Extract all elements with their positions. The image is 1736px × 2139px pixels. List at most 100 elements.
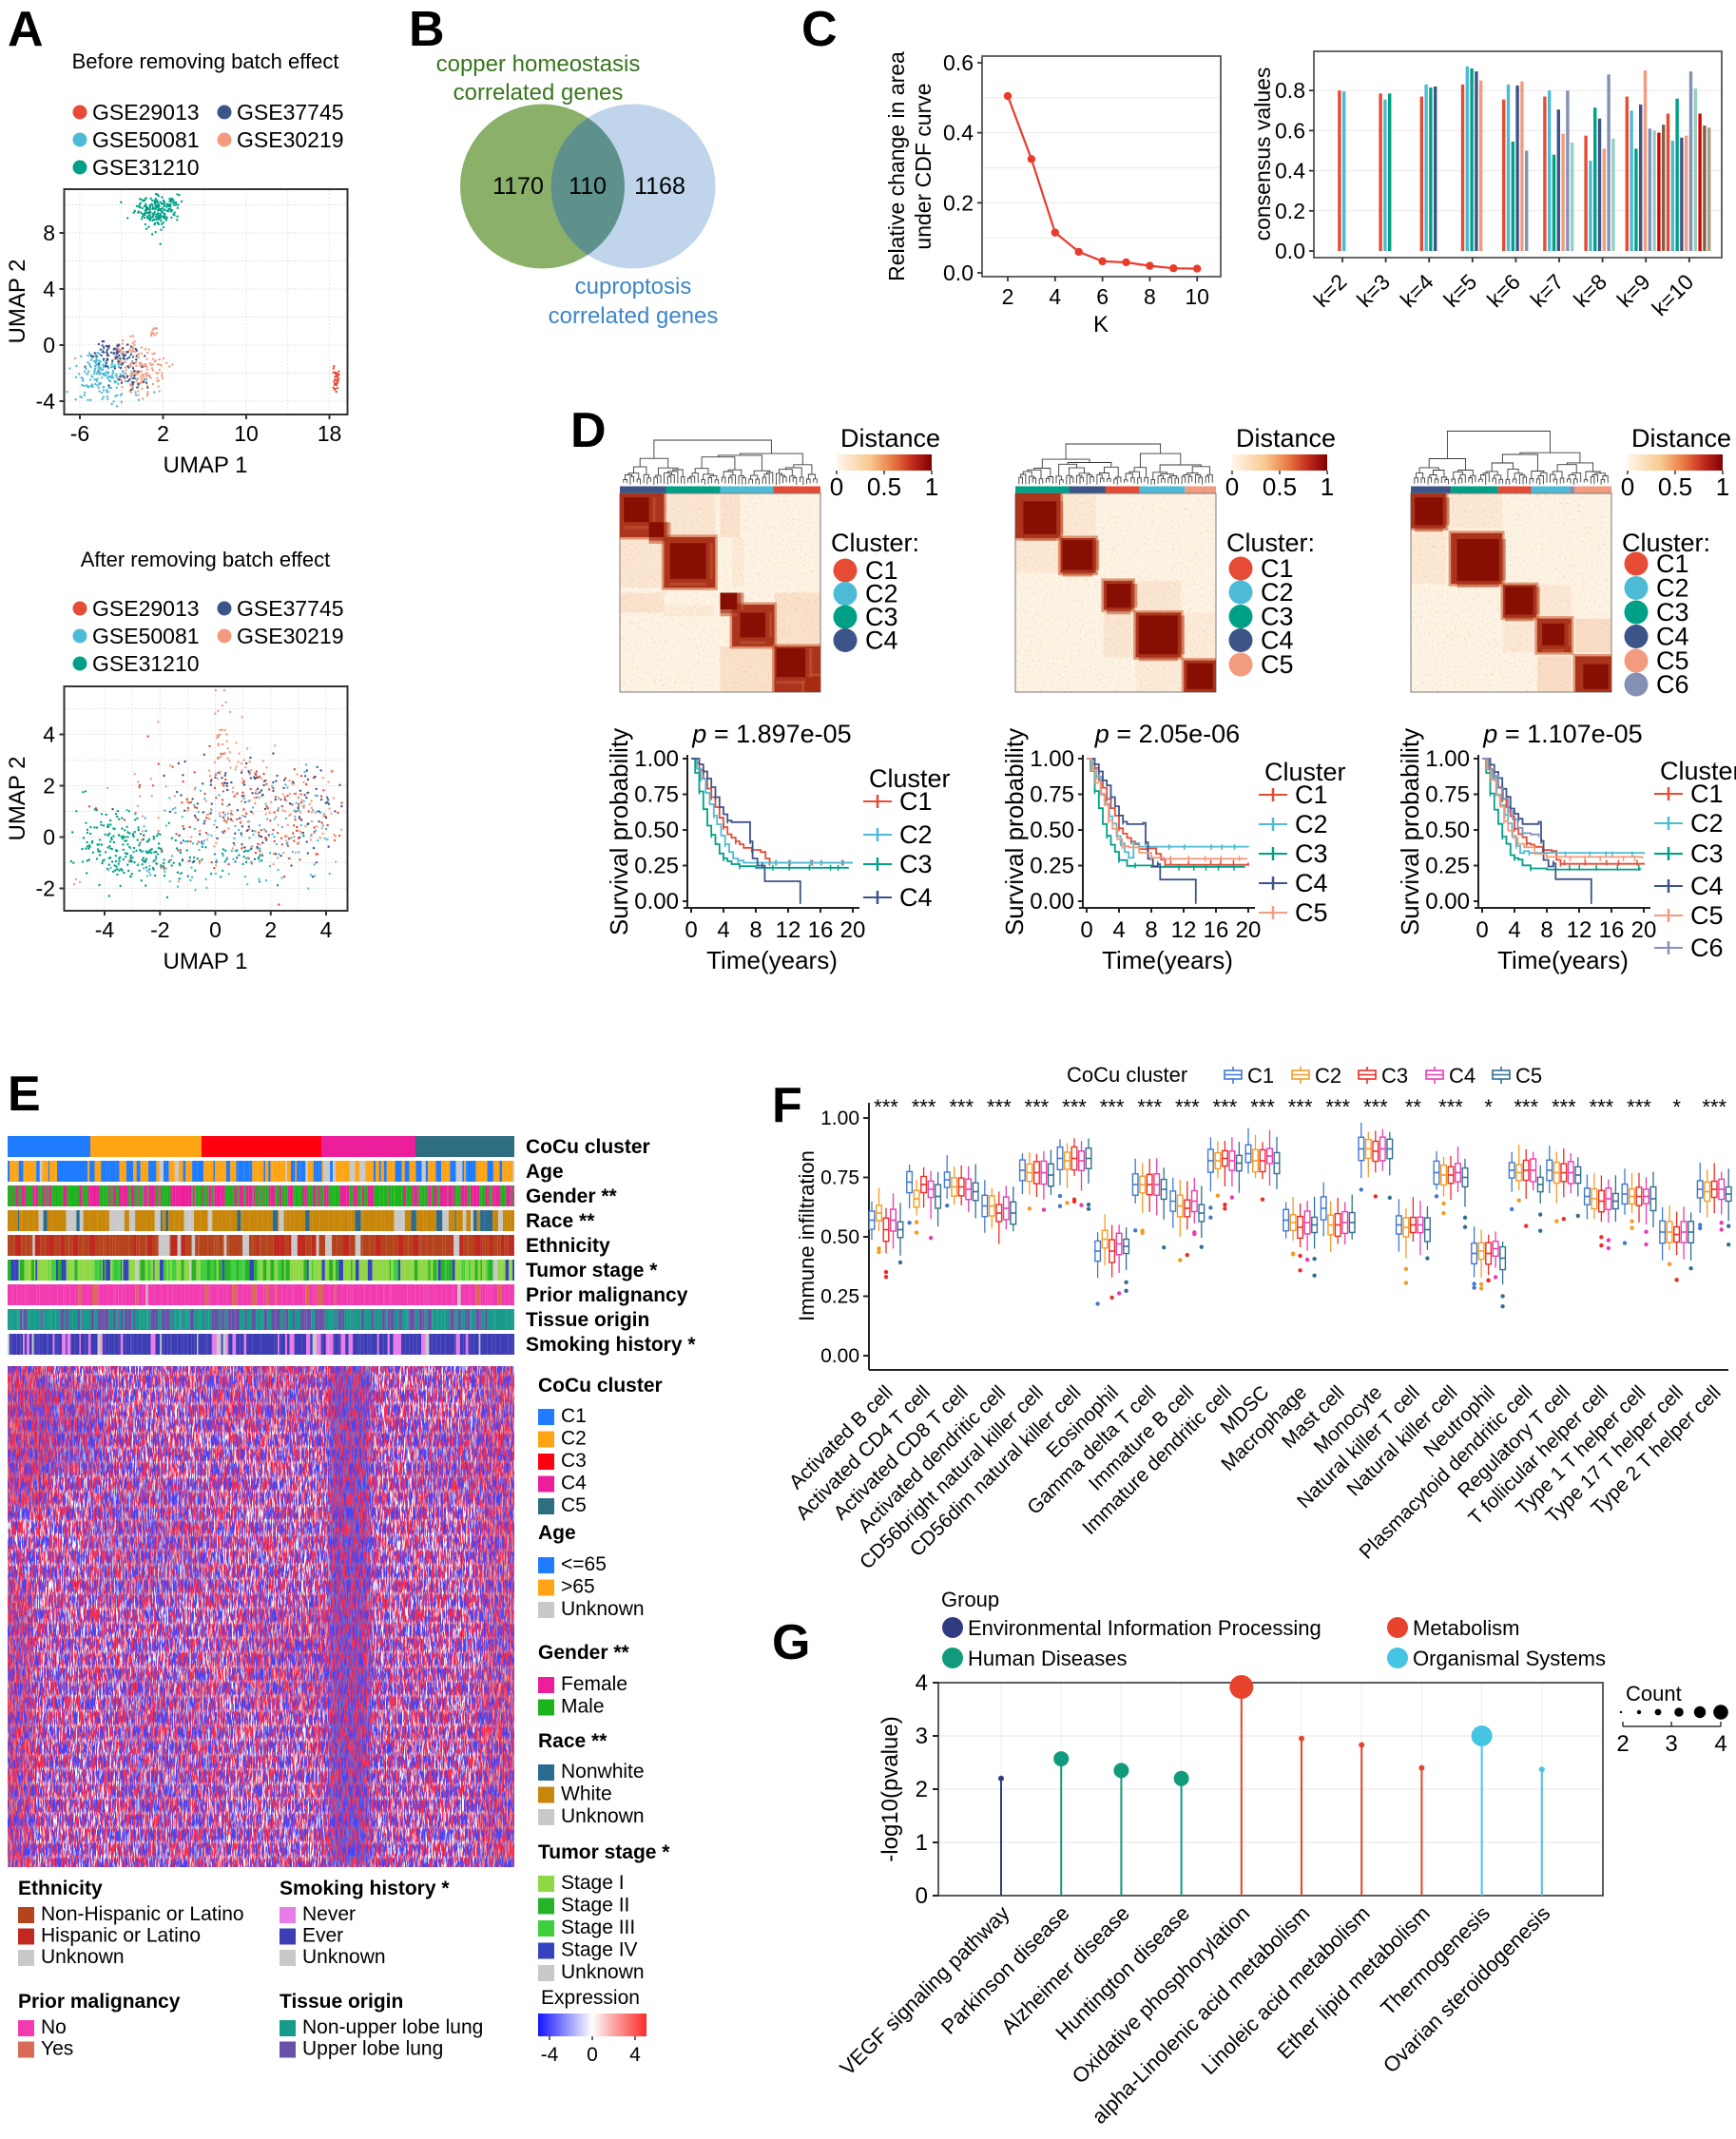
svg-text:***: *** — [874, 1095, 898, 1119]
svg-text:Smoking history *: Smoking history * — [280, 1878, 450, 1899]
svg-text:Distance: Distance — [1631, 424, 1731, 453]
svg-text:Tissue origin: Tissue origin — [280, 1991, 403, 2013]
svg-text:C1: C1 — [1656, 549, 1689, 578]
svg-text:2: 2 — [1616, 1731, 1629, 1757]
svg-text:GSE50081: GSE50081 — [92, 624, 200, 648]
svg-text:0.5: 0.5 — [1263, 472, 1297, 501]
svg-text:0.25: 0.25 — [820, 1286, 859, 1308]
svg-text:copper homeostasis: copper homeostasis — [436, 51, 641, 77]
svg-text:0: 0 — [43, 333, 55, 357]
svg-text:C1: C1 — [1261, 554, 1294, 583]
svg-text:C1: C1 — [561, 1405, 587, 1427]
svg-text:Yes: Yes — [41, 2038, 73, 2060]
svg-text:8: 8 — [1144, 284, 1156, 309]
svg-text:Unknown: Unknown — [561, 1961, 645, 1983]
svg-text:-2: -2 — [36, 877, 55, 901]
svg-text:GSE37745: GSE37745 — [237, 100, 344, 125]
svg-text:GSE31210: GSE31210 — [92, 651, 200, 676]
svg-text:Prior malignancy: Prior malignancy — [18, 1991, 181, 2013]
svg-text:White: White — [561, 1783, 612, 1805]
svg-text:UMAP 2: UMAP 2 — [5, 260, 30, 344]
svg-text:Unknown: Unknown — [561, 1598, 645, 1620]
svg-text:Count: Count — [1626, 1682, 1682, 1705]
svg-text:C3: C3 — [865, 603, 898, 631]
svg-text:0.6: 0.6 — [1275, 118, 1305, 143]
svg-text:Age: Age — [526, 1161, 564, 1183]
svg-text:C1: C1 — [1690, 780, 1724, 808]
svg-text:Never: Never — [302, 1903, 356, 1925]
svg-text:C1: C1 — [899, 787, 933, 816]
svg-text:***: *** — [1702, 1095, 1726, 1119]
svg-text:C5: C5 — [1515, 1064, 1542, 1088]
svg-text:0.50: 0.50 — [820, 1226, 859, 1248]
svg-text:0.2: 0.2 — [943, 190, 974, 215]
svg-text:Survival probability: Survival probability — [1000, 728, 1029, 935]
svg-text:0.4: 0.4 — [1275, 159, 1305, 183]
svg-text:***: *** — [1100, 1095, 1125, 1119]
svg-text:1170: 1170 — [492, 173, 544, 200]
svg-text:**: ** — [1405, 1095, 1422, 1119]
svg-text:4: 4 — [1508, 917, 1520, 943]
svg-text:1.00: 1.00 — [634, 746, 679, 772]
svg-text:4: 4 — [320, 917, 333, 942]
svg-text:Stage IV: Stage IV — [561, 1939, 638, 1961]
svg-text:Immune infiltration: Immune infiltration — [795, 1150, 819, 1321]
svg-text:C2: C2 — [1315, 1064, 1341, 1088]
svg-text:Ever: Ever — [302, 1925, 343, 1947]
svg-text:*: * — [1484, 1095, 1493, 1119]
svg-text:6: 6 — [1096, 284, 1109, 309]
svg-text:4: 4 — [717, 917, 729, 943]
svg-text:0: 0 — [685, 917, 697, 943]
svg-text:1.00: 1.00 — [1425, 746, 1470, 772]
svg-text:1: 1 — [916, 1830, 928, 1856]
svg-text:p = 2.05e-06: p = 2.05e-06 — [1094, 720, 1240, 748]
svg-text:GSE30219: GSE30219 — [237, 127, 344, 152]
svg-text:p = 1.107e-05: p = 1.107e-05 — [1482, 720, 1642, 748]
svg-text:20: 20 — [840, 917, 866, 943]
svg-text:4: 4 — [1112, 917, 1125, 943]
svg-text:*: * — [1672, 1095, 1681, 1119]
svg-text:4: 4 — [1049, 284, 1061, 309]
svg-text:2: 2 — [916, 1777, 928, 1802]
svg-text:***: *** — [1175, 1095, 1200, 1119]
svg-text:C4: C4 — [865, 626, 898, 655]
svg-text:C6: C6 — [1690, 934, 1724, 962]
svg-text:Distance: Distance — [840, 424, 940, 453]
svg-text:Race **: Race ** — [538, 1730, 608, 1752]
svg-text:0.25: 0.25 — [1425, 854, 1470, 879]
svg-text:Smoking history *: Smoking history * — [526, 1334, 696, 1356]
svg-text:0: 0 — [1621, 472, 1634, 501]
svg-text:0.00: 0.00 — [820, 1345, 859, 1367]
svg-text:0: 0 — [1476, 917, 1488, 943]
svg-text:C5: C5 — [1656, 646, 1689, 675]
svg-text:correlated genes: correlated genes — [549, 303, 719, 329]
svg-text:Organismal Systems: Organismal Systems — [1413, 1647, 1606, 1670]
svg-text:***: *** — [1325, 1095, 1350, 1119]
svg-text:1.00: 1.00 — [820, 1108, 859, 1129]
svg-text:E: E — [8, 1067, 41, 1122]
svg-text:C3: C3 — [561, 1450, 587, 1472]
svg-text:2: 2 — [43, 774, 55, 799]
svg-text:0.2: 0.2 — [1275, 199, 1305, 223]
svg-text:0.5: 0.5 — [1658, 472, 1692, 501]
svg-text:GSE29013: GSE29013 — [92, 596, 200, 621]
svg-text:A: A — [8, 2, 44, 57]
svg-text:Time(years): Time(years) — [1102, 946, 1233, 974]
svg-text:Age: Age — [538, 1522, 576, 1544]
svg-text:C3: C3 — [1381, 1064, 1408, 1088]
svg-text:2: 2 — [264, 917, 277, 942]
svg-text:0.00: 0.00 — [1030, 889, 1074, 915]
svg-text:consensus values: consensus values — [1250, 67, 1275, 241]
svg-text:0.50: 0.50 — [1425, 818, 1470, 843]
svg-text:***: *** — [1514, 1095, 1538, 1119]
svg-text:Stage III: Stage III — [561, 1917, 635, 1938]
svg-text:0.25: 0.25 — [634, 854, 679, 879]
svg-text:Survival probability: Survival probability — [1396, 728, 1424, 935]
svg-text:0: 0 — [1225, 472, 1239, 501]
svg-text:C5: C5 — [1295, 898, 1328, 927]
svg-text:3: 3 — [1665, 1731, 1677, 1757]
svg-text:0: 0 — [587, 2044, 598, 2066]
svg-text:Time(years): Time(years) — [706, 946, 838, 974]
svg-text:C4: C4 — [899, 883, 933, 912]
svg-text:p = 1.897e-05: p = 1.897e-05 — [691, 720, 851, 748]
